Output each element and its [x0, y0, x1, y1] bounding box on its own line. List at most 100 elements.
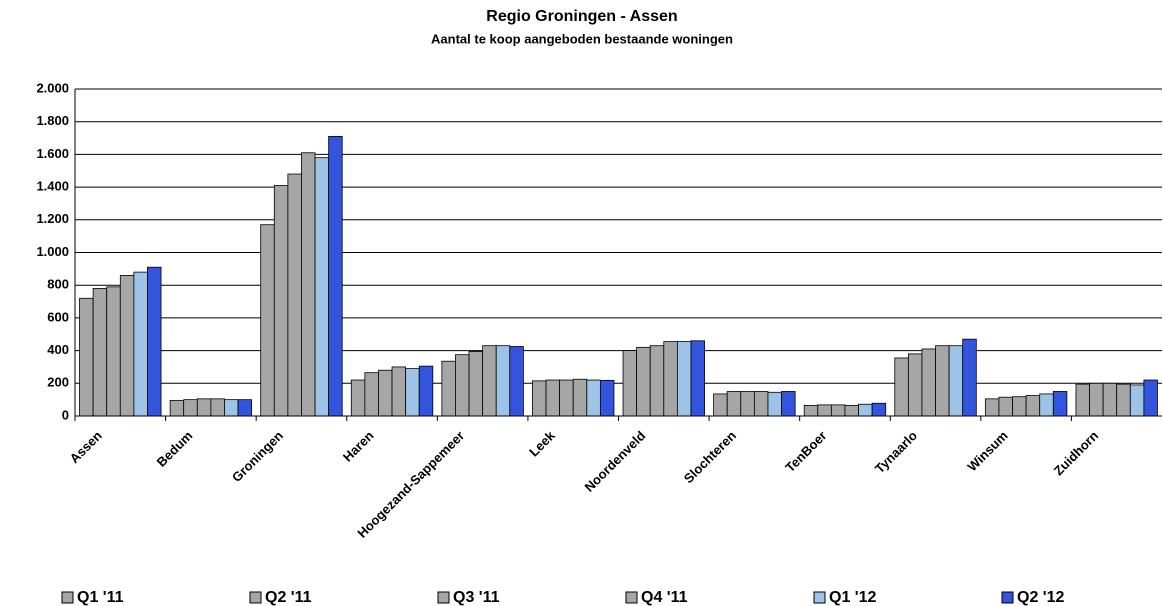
legend-label: Q3 '11 — [453, 589, 500, 606]
bar — [495, 345, 511, 417]
bar — [1052, 391, 1068, 417]
bar — [1012, 396, 1027, 417]
bar — [767, 391, 782, 417]
x-tick-label: Leek — [526, 427, 558, 459]
bar — [455, 354, 470, 417]
legend-swatch — [437, 591, 450, 604]
bar — [183, 399, 198, 417]
y-tick-label: 1.400 — [36, 179, 69, 194]
bar — [273, 185, 289, 417]
bar — [676, 341, 692, 417]
legend-label: Q4 '11 — [641, 589, 688, 606]
x-tick-label: Haren — [340, 428, 377, 465]
bar — [935, 345, 950, 417]
bar — [803, 404, 819, 417]
bar — [572, 378, 588, 417]
bar — [224, 399, 239, 417]
bar — [196, 398, 212, 417]
bar — [894, 357, 909, 417]
x-tick-label: Assen — [67, 428, 105, 466]
bar — [962, 338, 977, 417]
legend-label: Q2 '12 — [1017, 589, 1064, 606]
legend-swatch — [1001, 591, 1014, 604]
x-tick-label: Bedum — [154, 428, 196, 470]
bar — [441, 360, 456, 417]
bar — [1075, 383, 1090, 417]
bar — [532, 380, 547, 417]
bar — [998, 396, 1013, 417]
bar — [599, 379, 615, 417]
bar — [287, 173, 302, 417]
x-tick-label: Tynaarlo — [872, 428, 920, 476]
y-tick-label: 1.800 — [36, 113, 69, 128]
bar — [79, 297, 94, 417]
legend-swatch — [249, 591, 262, 604]
bar — [468, 351, 484, 417]
y-tick-label: 1.000 — [36, 244, 69, 259]
bar — [984, 398, 1000, 417]
bar — [858, 403, 873, 417]
y-tick-label: 0 — [62, 407, 69, 422]
bar — [948, 345, 964, 417]
bar — [753, 391, 769, 417]
y-tick-label: 400 — [47, 342, 69, 357]
bar — [418, 365, 434, 417]
bar — [559, 379, 574, 417]
bar — [690, 340, 705, 417]
bar — [133, 271, 148, 417]
bar — [871, 402, 887, 417]
bar — [350, 379, 366, 417]
bar — [545, 379, 561, 417]
legend-label: Q1 '12 — [829, 589, 876, 606]
bar — [1102, 382, 1118, 417]
bar — [260, 224, 275, 417]
y-tick-label: 800 — [47, 277, 69, 292]
bar — [237, 399, 253, 417]
bar — [817, 404, 832, 417]
y-tick-label: 600 — [47, 309, 69, 324]
bar — [314, 157, 330, 417]
bar — [907, 353, 923, 417]
bar — [1129, 384, 1145, 417]
legend-swatch — [813, 591, 826, 604]
legend-label: Q1 '11 — [77, 589, 124, 606]
bar — [781, 391, 796, 417]
bar — [1025, 395, 1041, 417]
bar — [509, 346, 524, 417]
bar — [106, 286, 121, 417]
bar — [713, 393, 728, 417]
bar — [119, 274, 135, 417]
bar — [169, 400, 185, 417]
x-tick-label: TenBoer — [782, 428, 829, 475]
bar — [830, 404, 846, 417]
bar — [301, 152, 316, 417]
chart-title: Regio Groningen - Assen — [486, 8, 677, 25]
x-tick-label: Slochteren — [681, 428, 739, 486]
bar — [1143, 379, 1158, 417]
x-tick-label: Noordenveld — [582, 428, 649, 495]
bar — [364, 372, 379, 417]
y-tick-label: 1.600 — [36, 146, 69, 161]
chart-subtitle: Aantal te koop aangeboden bestaande woni… — [431, 31, 733, 46]
bar — [1039, 393, 1054, 417]
bar — [740, 391, 755, 417]
y-tick-label: 2.000 — [36, 80, 69, 95]
x-tick-label: Hoogezand-Sappemeer — [354, 428, 467, 541]
bar — [482, 345, 497, 417]
bar — [391, 366, 407, 417]
bar — [147, 266, 162, 417]
bar — [328, 136, 343, 417]
y-tick-label: 200 — [47, 375, 69, 390]
x-tick-label: Groningen — [229, 428, 286, 485]
bar — [378, 369, 393, 417]
bar — [622, 350, 638, 417]
x-tick-label: Winsum — [964, 428, 1010, 474]
bar — [210, 398, 225, 417]
bar — [844, 404, 859, 417]
bar — [92, 288, 108, 417]
bar — [1116, 383, 1131, 417]
bar — [405, 368, 420, 417]
legend-swatch — [61, 591, 74, 604]
x-tick-label: Zuidhorn — [1051, 428, 1101, 478]
